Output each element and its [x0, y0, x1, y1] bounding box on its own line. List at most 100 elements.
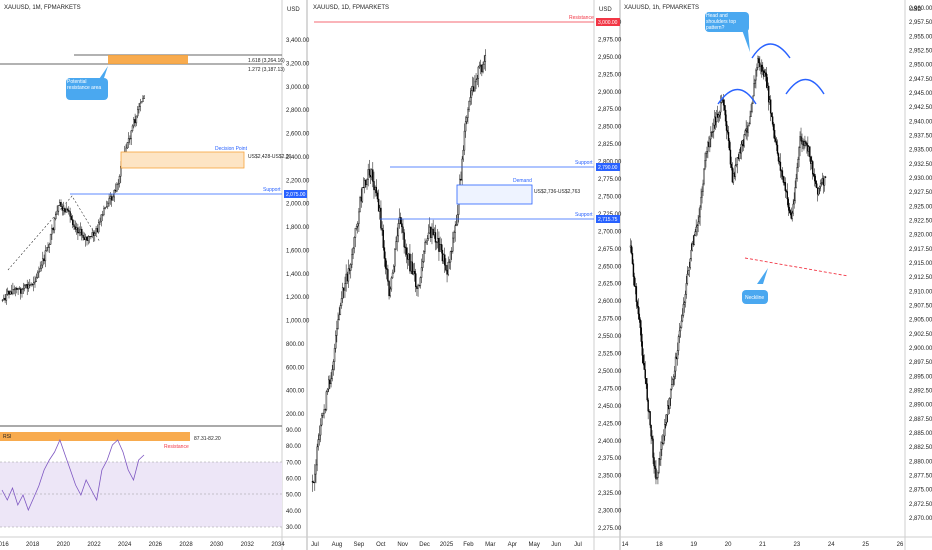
candle-body — [751, 103, 753, 112]
candle-body — [427, 232, 430, 239]
y-tick-label: 80.00 — [286, 444, 302, 450]
y-tick-label: 2,525.00 — [598, 352, 622, 358]
callout-text: Head and shoulders top pattern? — [706, 13, 737, 31]
candle-body — [466, 117, 468, 122]
y-tick-label: 2,875.00 — [909, 488, 932, 494]
candle-body — [408, 253, 410, 260]
x-tick-label: 2032 — [241, 542, 255, 548]
y-tick-label: 30.00 — [286, 525, 302, 531]
candle-body — [480, 64, 482, 66]
candle-body — [114, 189, 117, 192]
candle-body — [55, 213, 57, 219]
y-tick-label: 3,400.00 — [286, 38, 310, 44]
candle-body — [778, 160, 781, 163]
y-tick-label: 2,935.00 — [909, 148, 932, 154]
candle-body — [689, 258, 691, 268]
y-tick-label: 2,725.00 — [598, 212, 622, 218]
candle-body — [483, 61, 485, 65]
candle-body — [56, 210, 58, 215]
candle-body — [682, 304, 685, 316]
candle-body — [635, 286, 638, 302]
candle-body — [818, 186, 821, 189]
candle-body — [109, 196, 112, 199]
candle-body — [402, 226, 404, 233]
y-tick-label: 600.00 — [286, 365, 305, 371]
candle-body — [749, 116, 751, 124]
candle-body — [710, 132, 712, 140]
candle-body — [674, 356, 677, 372]
y-tick-label: 2,917.50 — [909, 247, 932, 253]
candle-body — [401, 223, 403, 228]
x-tick-label: 14 — [622, 542, 629, 548]
support-price-1: 2,790.00 — [598, 165, 618, 171]
decision-zone — [120, 151, 245, 169]
candle-body — [135, 115, 138, 124]
candle-body — [793, 200, 795, 205]
candle-body — [747, 125, 749, 133]
demand-zone — [456, 184, 533, 205]
candle-body — [33, 282, 35, 285]
rsi-resistance-label: Resistance — [164, 444, 189, 450]
y-tick-label: 2,800.00 — [598, 160, 622, 166]
candle-body — [823, 176, 826, 186]
x-tick-label: 2018 — [26, 542, 40, 548]
fib-label-1272: 1.272 (3,187.13) — [248, 67, 285, 73]
support-price-tag-1 — [596, 163, 620, 171]
candle-body — [1, 299, 4, 301]
candle-body — [744, 130, 746, 135]
candle-body — [784, 182, 787, 191]
candle-body — [655, 468, 657, 480]
candle-body — [8, 290, 10, 295]
candle-body — [776, 144, 779, 154]
candle-body — [42, 258, 44, 266]
candle-body — [474, 81, 476, 92]
x-tick-label: 2028 — [179, 542, 193, 548]
candle-body — [797, 158, 799, 168]
candle-body — [69, 211, 71, 217]
y-tick-label: 2,325.00 — [598, 491, 622, 497]
candle-body — [774, 138, 777, 142]
candle-body — [786, 191, 788, 200]
candle-body — [365, 180, 367, 186]
candle-body — [25, 284, 27, 286]
x-tick-label: 2020 — [57, 542, 71, 548]
candle-body — [728, 140, 731, 151]
candle-body — [452, 237, 454, 252]
x-tick-label: 2022 — [87, 542, 101, 548]
y-tick-label: 2,880.00 — [909, 459, 932, 465]
y-tick-label: 40.00 — [286, 509, 302, 515]
y-tick-label: 2,932.50 — [909, 162, 932, 168]
x-tick-label: Mar — [485, 542, 495, 548]
candle-body — [387, 269, 389, 282]
candle-body — [14, 288, 17, 290]
candle-body — [405, 247, 408, 255]
candle-body — [446, 269, 448, 275]
x-tick-label: 23 — [794, 542, 801, 548]
y-tick-label: 1,600.00 — [286, 248, 310, 254]
candle-body — [438, 238, 440, 252]
callout-text-wrap: Potential resistance area — [67, 79, 101, 91]
candles — [311, 49, 487, 492]
candle-body — [469, 97, 471, 102]
candle-body — [101, 214, 104, 216]
y-tick-label: 2,882.50 — [909, 445, 932, 451]
candle-body — [16, 288, 18, 290]
candle-body — [26, 284, 28, 289]
candle-body — [720, 100, 723, 103]
candle-body — [701, 191, 703, 198]
candle-body — [96, 228, 99, 233]
panel-daily: XAUUSD, 1D, FPMARKETS USD 3,000.00 2,975.… — [307, 0, 622, 550]
candle-body — [723, 105, 726, 111]
candle-body — [345, 273, 347, 284]
candle-body — [453, 232, 455, 239]
candle-body — [680, 320, 683, 328]
candle-body — [730, 164, 733, 168]
candle-body — [377, 198, 380, 212]
candle-body — [311, 481, 314, 483]
candle-body — [326, 388, 329, 392]
neckline — [744, 257, 849, 277]
candle-body — [103, 208, 105, 215]
candle-body — [777, 153, 780, 162]
candle-body — [754, 79, 756, 84]
candle-body — [439, 244, 441, 252]
